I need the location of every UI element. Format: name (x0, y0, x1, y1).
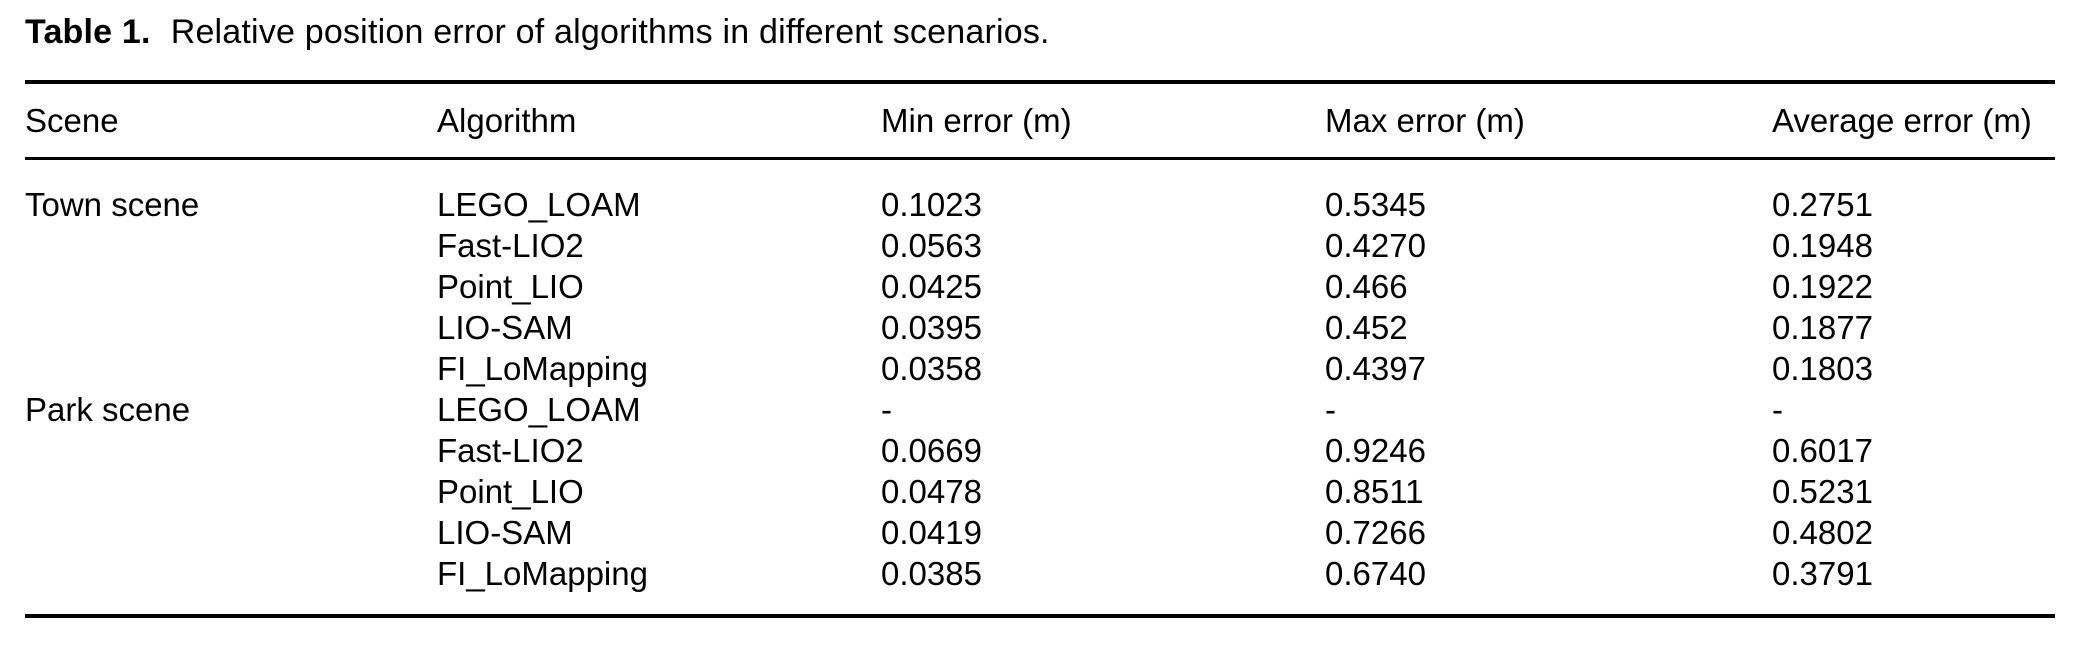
cell-scene (25, 471, 437, 512)
table-row: Point_LIO 0.0425 0.466 0.1922 (25, 266, 2055, 307)
cell-scene (25, 430, 437, 471)
cell-average-error: - (1772, 390, 1783, 428)
cell-max-error: 0.8511 (1325, 472, 1424, 510)
cell-min-error: 0.1023 (881, 185, 982, 223)
cell-scene (25, 553, 437, 616)
table-row: Fast-LIO2 0.0563 0.4270 0.1948 (25, 225, 2055, 266)
cell-min-error: 0.0563 (881, 226, 982, 264)
table-row: Town scene LEGO_LOAM 0.1023 0.5345 0.275… (25, 159, 2055, 226)
cell-average-error: 0.3791 (1772, 554, 1873, 592)
cell-max-error: 0.4397 (1325, 349, 1426, 387)
cell-max-error: 0.9246 (1325, 431, 1426, 469)
cell-algorithm: FI_LoMapping (437, 554, 648, 592)
cell-average-error: 0.6017 (1772, 431, 1873, 469)
table-row: Fast-LIO2 0.0669 0.9246 0.6017 (25, 430, 2055, 471)
cell-max-error: 0.5345 (1325, 185, 1426, 223)
table-row: FI_LoMapping 0.0385 0.6740 0.3791 (25, 553, 2055, 616)
cell-max-error: 0.466 (1325, 267, 1408, 305)
cell-scene: Park scene (25, 390, 191, 428)
cell-scene (25, 512, 437, 553)
cell-algorithm: Fast-LIO2 (437, 431, 584, 469)
cell-scene (25, 266, 437, 307)
column-header-average-error: Average error (m) (1772, 82, 2055, 160)
cell-average-error: 0.1922 (1772, 267, 1873, 305)
cell-max-error: 0.6740 (1325, 554, 1426, 592)
table-caption-label: Table 1. (25, 13, 151, 51)
cell-min-error: 0.0419 (881, 513, 982, 551)
cell-average-error: 0.4802 (1772, 513, 1873, 551)
cell-algorithm: Fast-LIO2 (437, 226, 584, 264)
cell-average-error: 0.2751 (1772, 185, 1873, 223)
cell-max-error: 0.452 (1325, 308, 1408, 346)
cell-max-error: 0.4270 (1325, 226, 1426, 264)
table-row: LIO-SAM 0.0419 0.7266 0.4802 (25, 512, 2055, 553)
cell-scene (25, 348, 437, 389)
cell-algorithm: FI_LoMapping (437, 349, 648, 387)
column-header-algorithm: Algorithm (437, 82, 881, 160)
cell-min-error: 0.0358 (881, 349, 982, 387)
results-table: Scene Algorithm Min error (m) Max error … (25, 80, 2055, 618)
cell-average-error: 0.1803 (1772, 349, 1873, 387)
cell-min-error: 0.0395 (881, 308, 982, 346)
cell-scene: Town scene (25, 185, 200, 223)
cell-average-error: 0.1948 (1772, 226, 1873, 264)
cell-algorithm: LIO-SAM (437, 308, 573, 346)
cell-algorithm: LEGO_LOAM (437, 185, 641, 223)
table-caption-text: Relative position error of algorithms in… (170, 13, 1050, 51)
column-header-max-error: Max error (m) (1325, 82, 1772, 160)
cell-min-error: 0.0669 (881, 431, 982, 469)
cell-min-error: 0.0478 (881, 472, 982, 510)
table-row: LIO-SAM 0.0395 0.452 0.1877 (25, 307, 2055, 348)
cell-max-error: - (1325, 390, 1336, 428)
cell-algorithm: LIO-SAM (437, 513, 573, 551)
cell-min-error: 0.0425 (881, 267, 982, 305)
cell-average-error: 0.5231 (1772, 472, 1873, 510)
cell-algorithm: Point_LIO (437, 267, 584, 305)
cell-min-error: - (881, 390, 892, 428)
cell-scene (25, 307, 437, 348)
table-row: Point_LIO 0.0478 0.8511 0.5231 (25, 471, 2055, 512)
cell-algorithm: Point_LIO (437, 472, 584, 510)
table-row: Park scene LEGO_LOAM - - - (25, 389, 2055, 430)
cell-max-error: 0.7266 (1325, 513, 1426, 551)
cell-scene (25, 225, 437, 266)
column-header-scene: Scene (25, 82, 437, 160)
cell-min-error: 0.0385 (881, 554, 982, 592)
header-row: Scene Algorithm Min error (m) Max error … (25, 82, 2055, 160)
column-header-min-error: Min error (m) (881, 82, 1325, 160)
cell-average-error: 0.1877 (1772, 308, 1873, 346)
table-caption: Table 1. Relative position error of algor… (25, 12, 1050, 52)
cell-algorithm: LEGO_LOAM (437, 390, 641, 428)
table-row: FI_LoMapping 0.0358 0.4397 0.1803 (25, 348, 2055, 389)
